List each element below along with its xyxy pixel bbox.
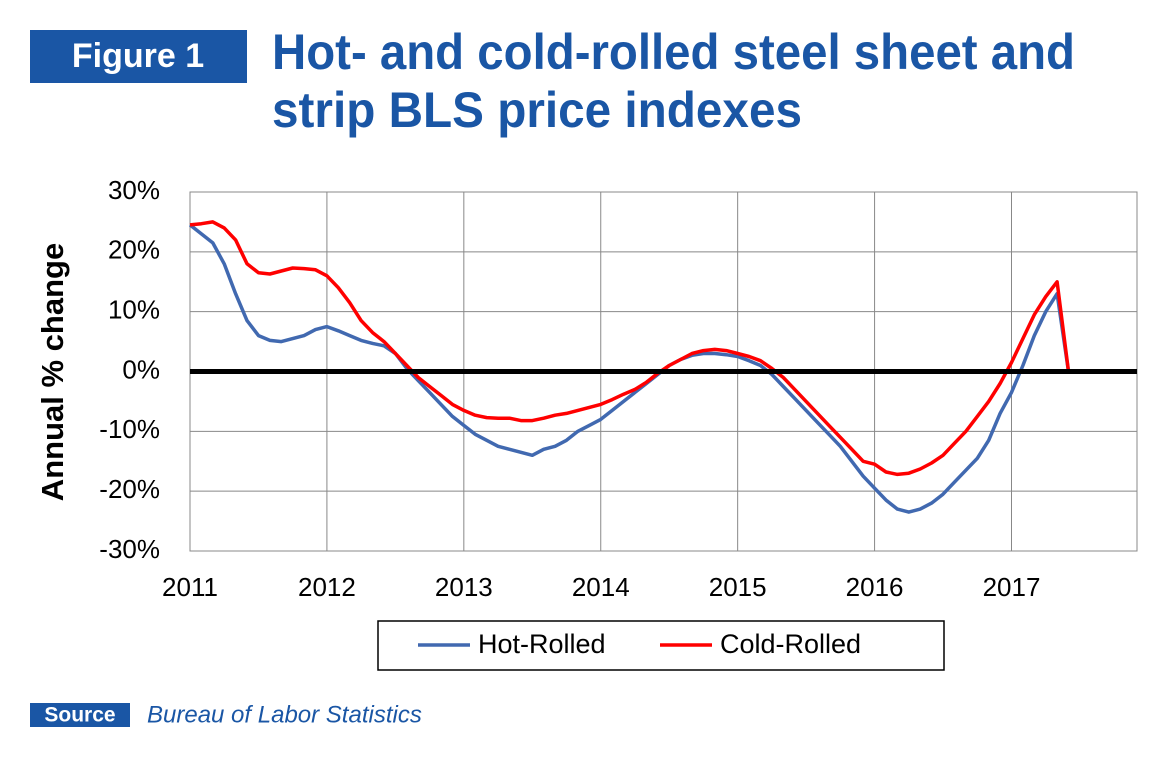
- y-tick-label: -30%: [99, 534, 160, 564]
- x-tick-label: 2015: [709, 572, 767, 602]
- x-tick-label: 2011: [162, 572, 218, 602]
- series-line: [189, 220, 1137, 477]
- source-text: Bureau of Labor Statistics: [147, 701, 422, 728]
- y-axis-label: Annual % change: [35, 243, 70, 501]
- legend-label: Cold-Rolled: [720, 629, 861, 659]
- figure-label: Figure 1: [72, 37, 204, 75]
- y-tick-label: 20%: [108, 235, 160, 265]
- x-tick-label: 2013: [435, 572, 493, 602]
- x-tick-label: 2012: [298, 572, 356, 602]
- y-tick-label: 0%: [122, 354, 160, 384]
- legend-label: Hot-Rolled: [478, 629, 606, 659]
- y-tick-label: 10%: [108, 295, 160, 325]
- chart-title: strip BLS price indexes: [272, 82, 802, 138]
- x-tick-label: 2017: [983, 572, 1041, 602]
- y-tick-label: 30%: [108, 175, 160, 205]
- x-tick-label: 2016: [846, 572, 904, 602]
- figure-box: [30, 30, 247, 83]
- legend-box: [377, 620, 945, 671]
- y-tick-label: -10%: [99, 414, 160, 444]
- source-box: [30, 703, 130, 727]
- source-label: Source: [44, 704, 115, 727]
- x-tick-label: 2014: [572, 572, 630, 602]
- y-tick-label: -20%: [99, 474, 160, 504]
- chart-title: Hot- and cold-rolled steel sheet and: [272, 24, 1075, 80]
